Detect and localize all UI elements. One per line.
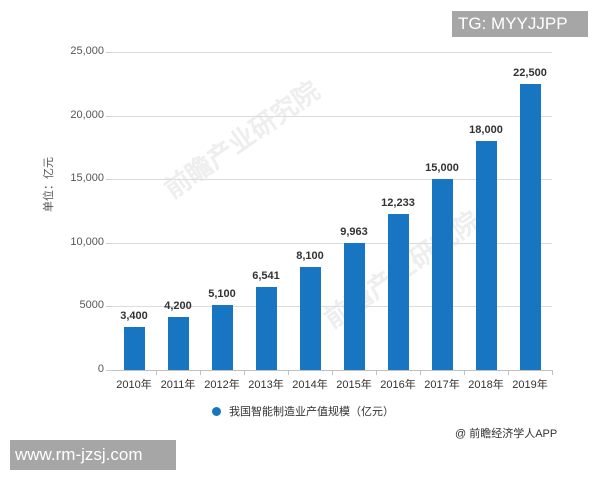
- bar[interactable]: [167, 316, 189, 370]
- legend[interactable]: 我国智能制造业产值规模（亿元）: [212, 403, 394, 419]
- gridline: [112, 179, 552, 181]
- x-tick-label: 2012年: [204, 379, 240, 391]
- gridline: [112, 242, 552, 244]
- x-tick-mark: [464, 370, 465, 375]
- x-tick-mark: [156, 370, 157, 375]
- y-tick-mark: [106, 370, 112, 371]
- bar-value-label: 8,100: [296, 249, 324, 262]
- y-tick-mark: [106, 179, 112, 181]
- bar-value-label: 22,500: [513, 66, 547, 79]
- x-tick-label: 2018年: [468, 379, 504, 391]
- bar-value-label: 9,963: [340, 226, 368, 239]
- legend-dot-icon: [212, 406, 221, 416]
- bar-value-label: 18,000: [469, 124, 503, 137]
- bar[interactable]: [343, 243, 365, 370]
- x-tick-mark: [376, 370, 377, 375]
- bar[interactable]: [211, 305, 233, 370]
- y-tick-mark: [106, 242, 112, 244]
- x-tick-label: 2010年: [116, 379, 152, 391]
- y-tick-label: 5000: [79, 299, 104, 312]
- x-tick-mark: [552, 370, 553, 375]
- y-tick-mark: [106, 115, 112, 117]
- x-tick-mark: [508, 370, 509, 375]
- bar-value-label: 15,000: [425, 162, 459, 175]
- legend-label: 我国智能制造业产值规模（亿元）: [229, 406, 394, 418]
- x-tick-mark: [332, 370, 333, 375]
- y-tick-label: 20,000: [70, 108, 104, 121]
- gridline: [112, 52, 552, 53]
- website-label-bottom: www.rm-jzsj.com: [10, 440, 176, 470]
- y-tick-label: 0: [97, 363, 104, 375]
- x-tick-mark: [244, 370, 245, 375]
- x-tick-label: 2014年: [292, 379, 328, 391]
- x-tick-label: 2017年: [424, 379, 460, 391]
- y-tick-label: 25,000: [70, 45, 104, 57]
- x-tick-label: 2013年: [248, 379, 284, 391]
- bar-value-label: 12,233: [381, 197, 415, 210]
- gridline: [112, 115, 552, 117]
- y-axis-label: 单位：亿元: [43, 157, 55, 212]
- bar[interactable]: [519, 83, 541, 370]
- source-credit: @ 前瞻经济学人APP: [455, 428, 558, 440]
- tag-label-top: TG: MYYJJPP: [452, 11, 588, 37]
- bar-value-label: 4,200: [164, 299, 192, 312]
- y-tick-label: 10,000: [70, 235, 104, 248]
- x-tick-label: 2015年: [336, 379, 372, 391]
- bar[interactable]: [387, 214, 409, 370]
- bar[interactable]: [255, 286, 277, 370]
- bar[interactable]: [431, 179, 453, 370]
- bar-value-label: 3,400: [120, 309, 148, 322]
- x-tick-label: 2011年: [160, 379, 196, 391]
- y-tick-mark: [106, 52, 112, 53]
- y-tick-label: 15,000: [70, 172, 104, 185]
- gridline: [112, 306, 552, 308]
- x-tick-mark: [200, 370, 201, 375]
- x-tick-mark: [420, 370, 421, 375]
- x-tick-label: 2019年: [512, 379, 548, 391]
- watermark: 前瞻产业研究院: [158, 75, 326, 205]
- y-tick-mark: [106, 306, 112, 308]
- bar[interactable]: [299, 266, 321, 370]
- bar[interactable]: [123, 326, 145, 370]
- x-tick-mark: [288, 370, 289, 375]
- bar-value-label: 5,100: [208, 288, 236, 301]
- bar-value-label: 6,541: [252, 269, 280, 282]
- x-tick-label: 2016年: [380, 379, 416, 391]
- bar[interactable]: [475, 141, 497, 370]
